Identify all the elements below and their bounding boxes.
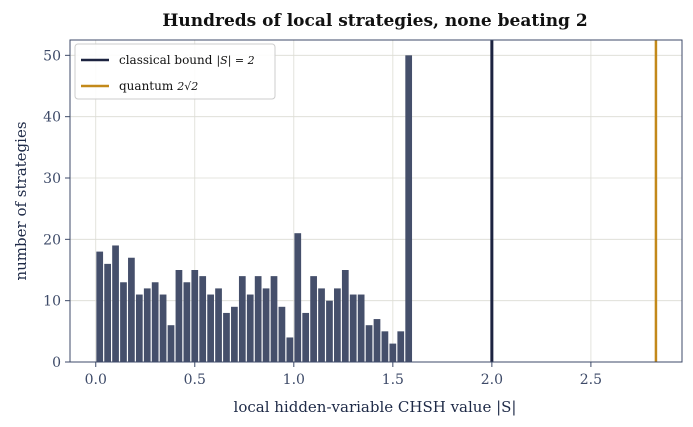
y-tick-label: 0 xyxy=(52,355,61,371)
reference-lines xyxy=(490,40,658,362)
bar xyxy=(143,288,151,362)
x-tick-label: 2.5 xyxy=(580,372,602,388)
y-axis-label: number of strategies xyxy=(12,121,30,280)
bar xyxy=(405,55,413,362)
bar xyxy=(341,270,349,362)
bar xyxy=(167,325,175,362)
bar xyxy=(104,263,111,362)
bar xyxy=(357,294,365,362)
bar xyxy=(286,337,294,362)
y-axis-ticks: 0 10 20 30 40 50 xyxy=(43,48,70,371)
bar xyxy=(231,306,238,362)
bar xyxy=(246,294,254,362)
bar xyxy=(159,294,167,362)
bar xyxy=(215,288,222,362)
x-tick-label: 1.5 xyxy=(382,372,404,388)
y-tick-label: 10 xyxy=(43,294,61,310)
bar xyxy=(270,276,278,362)
bar xyxy=(199,276,207,362)
x-tick-label: 0.0 xyxy=(85,372,107,388)
bar xyxy=(294,233,302,362)
chart-title: Hundreds of local strategies, none beati… xyxy=(162,11,587,31)
y-tick-label: 20 xyxy=(43,232,61,248)
bar xyxy=(151,282,159,362)
bar xyxy=(128,257,135,362)
bar xyxy=(381,331,389,362)
y-tick-label: 40 xyxy=(43,110,61,126)
bar xyxy=(183,282,191,362)
legend-label-quantum-text: quantum xyxy=(119,79,174,93)
bar xyxy=(112,245,119,362)
bar xyxy=(278,306,286,362)
x-axis-label: local hidden-variable CHSH value |S| xyxy=(234,398,517,416)
bar xyxy=(207,294,214,362)
bar xyxy=(262,288,270,362)
bar xyxy=(397,331,405,362)
bar xyxy=(389,343,397,362)
x-tick-label: 0.5 xyxy=(184,372,206,388)
legend-box xyxy=(74,43,276,100)
x-tick-label: 2.0 xyxy=(481,372,503,388)
y-tick-label: 30 xyxy=(43,171,61,187)
legend-label-quantum: quantum 2√2 xyxy=(119,79,198,93)
bar xyxy=(191,270,199,362)
legend-label-classical-math: |S| = 2 xyxy=(216,54,254,68)
legend-label-quantum-math: 2√2 xyxy=(176,80,198,93)
bar xyxy=(373,319,381,362)
bar xyxy=(135,294,143,362)
bar xyxy=(96,251,104,362)
bars xyxy=(96,55,413,362)
legend-label-classical: classical bound |S| = 2 xyxy=(119,53,255,68)
x-tick-label: 1.0 xyxy=(283,372,305,388)
bar xyxy=(302,312,310,362)
bar xyxy=(334,288,341,362)
legend-label-classical-text: classical bound xyxy=(119,53,213,67)
bar xyxy=(175,270,183,362)
x-axis-ticks: 0.0 0.5 1.0 1.5 2.0 2.5 xyxy=(85,362,602,388)
bar xyxy=(238,276,246,362)
bar xyxy=(223,312,230,362)
bar xyxy=(120,282,127,362)
bar xyxy=(326,300,333,362)
legend: classical bound |S| = 2 quantum 2√2 xyxy=(74,43,276,100)
plot-frame xyxy=(69,39,683,363)
y-tick-label: 50 xyxy=(43,48,61,64)
bar xyxy=(349,294,357,362)
bar xyxy=(318,288,325,362)
bar xyxy=(365,325,373,362)
bar xyxy=(310,276,317,362)
bar xyxy=(254,276,262,362)
